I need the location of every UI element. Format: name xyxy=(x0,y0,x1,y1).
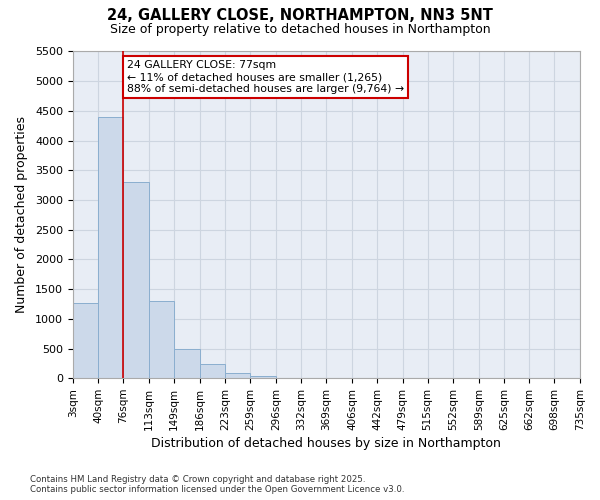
Bar xyxy=(149,301,174,378)
Bar xyxy=(73,303,98,378)
Bar xyxy=(98,117,124,378)
Bar xyxy=(225,373,250,378)
X-axis label: Distribution of detached houses by size in Northampton: Distribution of detached houses by size … xyxy=(151,437,502,450)
Bar xyxy=(124,182,149,378)
Bar xyxy=(200,364,225,378)
Text: Contains HM Land Registry data © Crown copyright and database right 2025.
Contai: Contains HM Land Registry data © Crown c… xyxy=(30,474,404,494)
Text: 24 GALLERY CLOSE: 77sqm
← 11% of detached houses are smaller (1,265)
88% of semi: 24 GALLERY CLOSE: 77sqm ← 11% of detache… xyxy=(127,60,404,94)
Bar xyxy=(174,348,200,378)
Bar xyxy=(250,376,276,378)
Y-axis label: Number of detached properties: Number of detached properties xyxy=(15,116,28,314)
Text: 24, GALLERY CLOSE, NORTHAMPTON, NN3 5NT: 24, GALLERY CLOSE, NORTHAMPTON, NN3 5NT xyxy=(107,8,493,22)
Text: Size of property relative to detached houses in Northampton: Size of property relative to detached ho… xyxy=(110,22,490,36)
